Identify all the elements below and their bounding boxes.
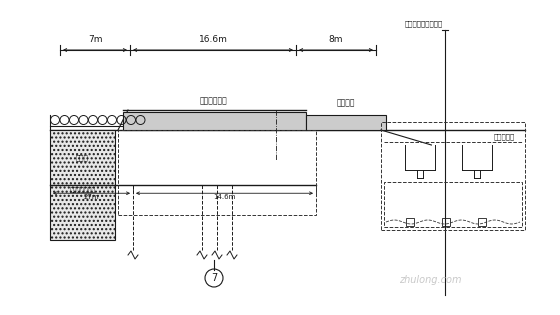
Bar — [118, 130, 316, 215]
Text: 7m: 7m — [88, 35, 102, 44]
Text: zhulong.com: zhulong.com — [399, 275, 461, 285]
Bar — [478, 218, 486, 226]
Text: 泥浆池: 泥浆池 — [76, 154, 89, 161]
Text: 层间隔层板: 层间隔层板 — [494, 133, 515, 140]
Bar — [306, 115, 386, 130]
Bar — [406, 218, 414, 226]
Text: 27m: 27m — [83, 194, 99, 200]
Text: 施工便道: 施工便道 — [337, 98, 355, 107]
Text: 8m: 8m — [329, 35, 343, 44]
Bar — [381, 122, 525, 230]
Text: 14.6m: 14.6m — [213, 194, 236, 200]
Text: 7: 7 — [211, 273, 217, 283]
Bar — [384, 182, 522, 227]
Text: 核心层抖动泳水: 核心层抖动泳水 — [69, 188, 96, 193]
Text: 16.6m: 16.6m — [199, 35, 227, 44]
Text: 框架作业平台: 框架作业平台 — [199, 96, 227, 105]
Bar — [50, 130, 115, 240]
Bar — [123, 112, 306, 130]
Bar — [442, 218, 450, 226]
Text: 框橁主体结构中心线: 框橁主体结构中心线 — [405, 20, 443, 27]
